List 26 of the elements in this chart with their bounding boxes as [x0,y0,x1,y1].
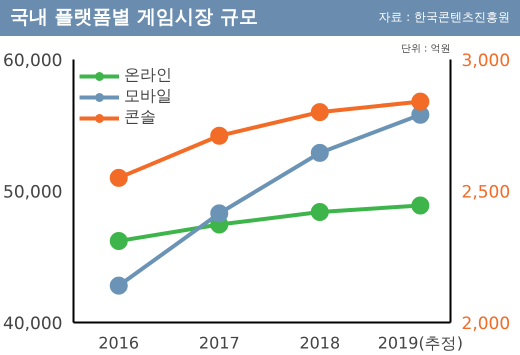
point [411,196,430,214]
point [310,103,329,122]
y-tick-label: 40,000 [3,314,62,334]
chart-subtitle: 자료 : 한국콘텐츠진흥원 [378,9,510,26]
x-tick-label: 2017 [198,334,240,352]
legend-label: 콘솔 [124,107,156,128]
point [210,126,228,145]
text: 단위 : 억원 [400,44,451,54]
y-tick-label: 60,000 [3,51,62,71]
point [310,203,329,222]
legend-label: 모바일 [124,86,172,107]
x-tick-label: 2019(추정) [378,334,463,352]
point [110,232,128,250]
point [210,204,228,222]
y2-tick-label: 2,500 [462,182,510,202]
x-tick-label: 2016 [98,334,140,352]
legend-label: 온라인 [124,65,172,86]
point [110,168,128,187]
y2-tick-label: 2,000 [462,314,510,334]
chart-title: 국내 플랫폼별 게임시장 규모 [10,5,258,30]
y2-tick-label: 3,000 [462,51,510,71]
y-tick-label: 50,000 [3,182,62,202]
point [110,276,128,295]
point [310,144,329,162]
x-tick-label: 2018 [299,334,340,352]
point [411,92,430,111]
